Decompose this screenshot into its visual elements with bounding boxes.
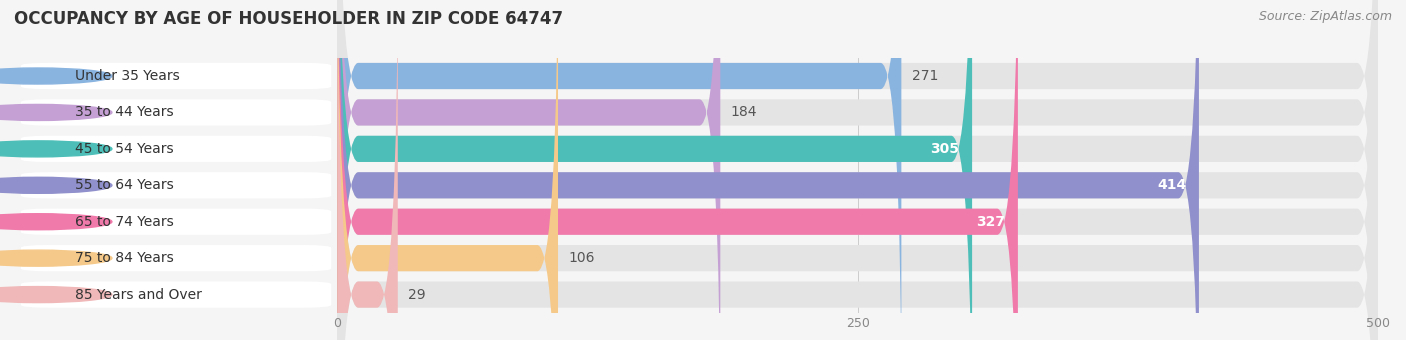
Text: 271: 271 [911, 69, 938, 83]
Text: 55 to 64 Years: 55 to 64 Years [75, 178, 173, 192]
Circle shape [0, 104, 112, 120]
FancyBboxPatch shape [337, 0, 1378, 340]
FancyBboxPatch shape [337, 0, 398, 340]
Text: OCCUPANCY BY AGE OF HOUSEHOLDER IN ZIP CODE 64747: OCCUPANCY BY AGE OF HOUSEHOLDER IN ZIP C… [14, 10, 564, 28]
FancyBboxPatch shape [337, 0, 1378, 340]
FancyBboxPatch shape [337, 0, 901, 340]
Circle shape [0, 141, 112, 157]
FancyBboxPatch shape [337, 0, 1378, 340]
Text: 184: 184 [731, 105, 758, 119]
FancyBboxPatch shape [21, 63, 332, 89]
Circle shape [0, 250, 112, 266]
Text: 65 to 74 Years: 65 to 74 Years [75, 215, 173, 229]
Circle shape [0, 68, 112, 84]
FancyBboxPatch shape [21, 172, 332, 199]
FancyBboxPatch shape [337, 0, 1378, 340]
Text: 106: 106 [568, 251, 595, 265]
FancyBboxPatch shape [337, 0, 1018, 340]
FancyBboxPatch shape [337, 0, 558, 340]
FancyBboxPatch shape [337, 0, 720, 340]
FancyBboxPatch shape [21, 99, 332, 125]
FancyBboxPatch shape [337, 0, 1199, 340]
Text: 29: 29 [408, 288, 426, 302]
Text: 414: 414 [1157, 178, 1187, 192]
Text: 75 to 84 Years: 75 to 84 Years [75, 251, 173, 265]
Text: Source: ZipAtlas.com: Source: ZipAtlas.com [1258, 10, 1392, 23]
FancyBboxPatch shape [337, 0, 1378, 340]
Circle shape [0, 287, 112, 303]
Circle shape [0, 214, 112, 230]
FancyBboxPatch shape [337, 0, 1378, 340]
Text: 35 to 44 Years: 35 to 44 Years [75, 105, 173, 119]
Text: 45 to 54 Years: 45 to 54 Years [75, 142, 173, 156]
Text: 305: 305 [931, 142, 960, 156]
FancyBboxPatch shape [337, 0, 972, 340]
FancyBboxPatch shape [21, 245, 332, 271]
FancyBboxPatch shape [21, 136, 332, 162]
Circle shape [0, 177, 112, 193]
Text: Under 35 Years: Under 35 Years [75, 69, 180, 83]
Text: 85 Years and Over: 85 Years and Over [75, 288, 201, 302]
Text: 327: 327 [976, 215, 1005, 229]
FancyBboxPatch shape [21, 282, 332, 308]
FancyBboxPatch shape [21, 209, 332, 235]
FancyBboxPatch shape [337, 0, 1378, 340]
